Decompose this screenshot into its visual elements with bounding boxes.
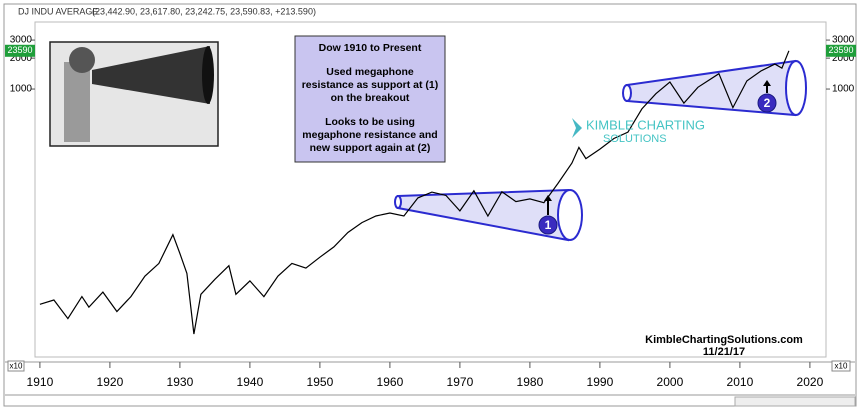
x-tick-label: 1970 — [447, 375, 474, 389]
note-text: Dow 1910 to Present — [319, 42, 422, 54]
marker-arrowhead — [763, 80, 771, 86]
y-tick-label: 3000 — [832, 35, 855, 46]
logo-text: KIMBLE CHARTING — [586, 117, 705, 132]
y-tick-label: 2000 — [10, 53, 33, 64]
multiplier: x10 — [835, 362, 848, 371]
multiplier-box — [831, 360, 851, 372]
last-value-label: 23590 — [7, 45, 32, 55]
photo — [49, 41, 219, 147]
marker-circle — [538, 215, 558, 235]
note-text: resistance as support at (1) — [302, 79, 439, 91]
price-line — [39, 50, 790, 335]
date-text: 11/21/17 — [703, 346, 745, 358]
note-text: Looks to be using — [325, 116, 415, 128]
x-tick-label: 1980 — [517, 375, 544, 389]
y-tick-label: 3000 — [10, 35, 33, 46]
x-tick-label: 2010 — [727, 375, 754, 389]
x-tick-label: 1910 — [27, 375, 54, 389]
x-tick-label: 1930 — [167, 375, 194, 389]
x-tick-label: 1950 — [307, 375, 334, 389]
marker-arrowhead — [544, 195, 552, 201]
y-tick-label: 1000 — [10, 84, 33, 95]
plot-area — [34, 21, 827, 358]
chart-title: DJ INDU AVERAGE — [18, 6, 98, 16]
y-tick-label: 1000 — [832, 84, 855, 95]
megaphone — [622, 59, 807, 117]
x-tick-label: 1940 — [237, 375, 264, 389]
x-tick-label: 2020 — [797, 375, 824, 389]
note-text: Used megaphone — [326, 66, 414, 78]
last-value-label: 23590 — [828, 45, 853, 55]
x-tick-label: 2000 — [657, 375, 684, 389]
chart-subtitle: (23,442.90, 23,617.80, 23,242.75, 23,590… — [92, 6, 316, 16]
x-tick-label: 1920 — [97, 375, 124, 389]
scrollbar[interactable] — [734, 396, 856, 407]
x-tick-label: 1990 — [587, 375, 614, 389]
marker-label: 2 — [764, 96, 771, 110]
last-value-badge — [5, 44, 35, 57]
site-text: KimbleChartingSolutions.com — [645, 334, 803, 346]
megaphone — [394, 188, 583, 242]
x-tick-label: 1960 — [377, 375, 404, 389]
note-box — [294, 35, 446, 163]
note-text: on the breakout — [331, 92, 410, 104]
marker-circle — [757, 93, 777, 113]
note-text: new support again at (2) — [310, 142, 431, 154]
logo-text: SOLUTIONS — [603, 133, 667, 145]
note-text: megaphone resistance and — [302, 129, 437, 141]
multiplier-box — [7, 360, 25, 372]
logo-icon — [572, 118, 582, 138]
last-value-badge — [826, 44, 856, 57]
marker-label: 1 — [545, 218, 552, 232]
y-tick-label: 2000 — [832, 53, 855, 64]
multiplier: x10 — [10, 362, 23, 371]
